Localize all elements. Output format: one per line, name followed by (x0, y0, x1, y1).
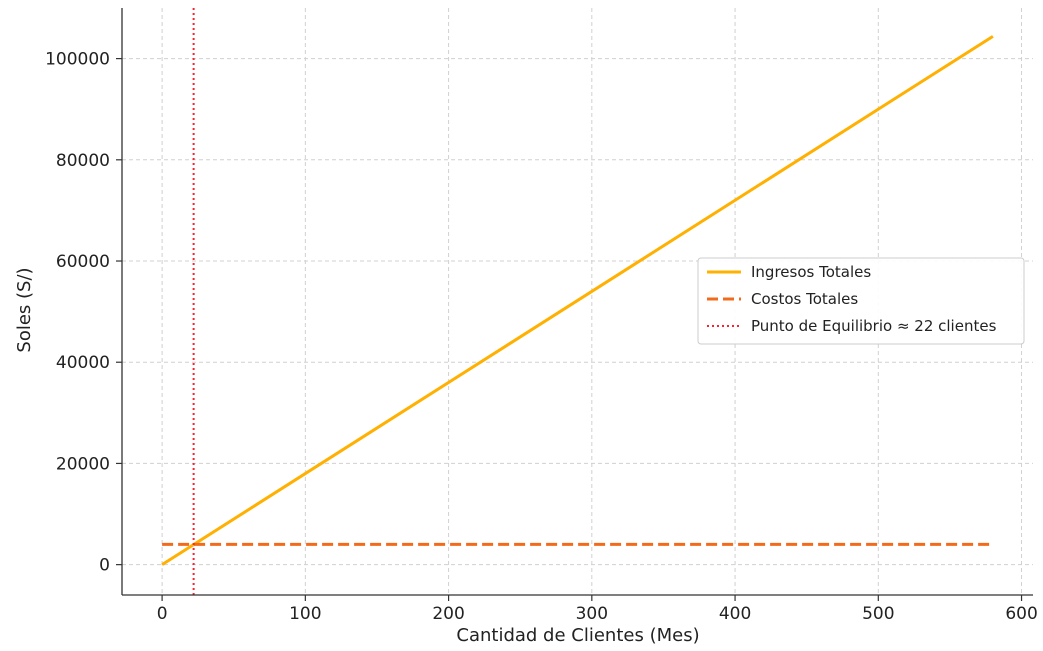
x-tick-label: 200 (432, 604, 464, 624)
x-tick-label: 400 (719, 604, 751, 624)
y-tick-label: 0 (99, 556, 110, 576)
x-tick-label: 0 (157, 604, 168, 624)
y-tick-label: 80000 (56, 151, 110, 171)
x-axis-label: Cantidad de Clientes (Mes) (456, 625, 699, 646)
legend-box (697, 257, 1025, 345)
axes (121, 8, 1033, 596)
x-tick-label: 100 (289, 604, 321, 624)
y-axis-label: Soles (S/) (14, 267, 35, 352)
x-tick-label: 600 (1005, 604, 1037, 624)
y-tick-label: 40000 (56, 353, 110, 373)
legend-label-costos: Costos Totales (751, 290, 858, 308)
series-line-ingresos (161, 35, 994, 566)
series-layer (161, 8, 994, 595)
x-tick-label: 500 (862, 604, 894, 624)
y-tick-label: 20000 (56, 454, 110, 474)
y-tick-label: 100000 (45, 50, 110, 70)
x-tick-label: 300 (576, 604, 608, 624)
y-tick-label: 60000 (56, 252, 110, 272)
ticks: 0 100 200 300 400 500 600 0 20000 40000 60000 80000… (45, 50, 1038, 624)
legend-label-equilibrio: Punto de Equilibrio ≈ 22 clientes (751, 317, 997, 335)
legend-label-ingresos: Ingresos Totales (751, 263, 871, 281)
legend: Ingresos Totales Costos Totales Punto de… (697, 257, 1025, 345)
